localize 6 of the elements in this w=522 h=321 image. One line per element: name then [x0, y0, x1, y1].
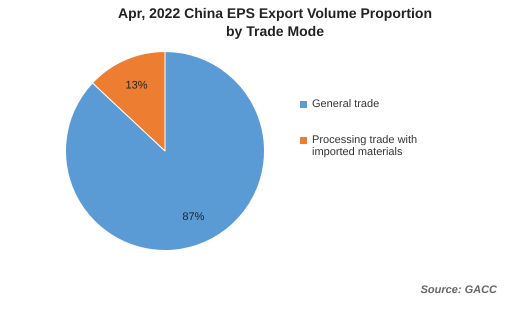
legend-label: Processing trade with imported materials: [312, 134, 418, 158]
data-label: 87%: [182, 210, 205, 223]
chart-title: Apr, 2022 China EPS Export Volume Proportion by Trade Mode: [116, 4, 434, 40]
legend-label: General trade: [312, 98, 380, 110]
data-label: 13%: [126, 79, 148, 92]
source-note: Source: GACC: [420, 284, 497, 296]
